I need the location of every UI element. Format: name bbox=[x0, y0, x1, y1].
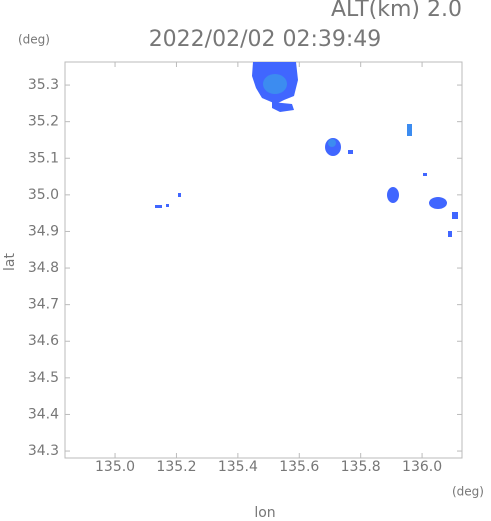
echo bbox=[448, 231, 452, 237]
x-tick-label: 135.4 bbox=[218, 459, 258, 475]
echo bbox=[272, 102, 294, 112]
echo bbox=[429, 197, 447, 209]
x-unit: (deg) bbox=[452, 485, 484, 499]
echo bbox=[166, 204, 169, 207]
x-tick-label: 135.0 bbox=[95, 459, 135, 475]
x-tick-label: 135.6 bbox=[279, 459, 319, 475]
y-tick-label: 35.1 bbox=[28, 150, 59, 166]
echo bbox=[328, 139, 336, 147]
altitude-label: ALT(km) 2.0 bbox=[331, 0, 462, 22]
x-tick-label: 135.8 bbox=[341, 459, 381, 475]
x-tick-label: 136.0 bbox=[402, 459, 442, 475]
echo bbox=[178, 193, 181, 197]
echo bbox=[348, 150, 353, 154]
echo bbox=[155, 205, 162, 208]
echo bbox=[387, 187, 399, 203]
echo bbox=[263, 74, 287, 94]
y-tick-label: 35.0 bbox=[28, 187, 59, 203]
echo bbox=[423, 173, 427, 176]
y-tick-label: 35.2 bbox=[28, 114, 59, 130]
y-tick-label: 34.7 bbox=[28, 297, 59, 313]
y-tick-label: 34.8 bbox=[28, 260, 59, 276]
echo bbox=[452, 212, 458, 219]
y-tick-label: 34.6 bbox=[28, 333, 59, 349]
plot-frame bbox=[64, 61, 463, 459]
chart-title: 2022/02/02 02:39:49 bbox=[149, 27, 382, 52]
y-tick-label: 34.5 bbox=[28, 370, 59, 386]
y-tick-label: 34.3 bbox=[28, 443, 59, 459]
y-tick-label: 34.4 bbox=[28, 406, 59, 422]
x-tick-label: 135.2 bbox=[156, 459, 196, 475]
y-tick-label: 34.9 bbox=[28, 223, 59, 239]
y-tick-label: 35.3 bbox=[28, 77, 59, 93]
y-axis-label: lat bbox=[2, 253, 18, 271]
x-axis-label: lon bbox=[254, 505, 275, 521]
y-unit: (deg) bbox=[18, 33, 50, 47]
radar-echoes bbox=[155, 62, 458, 237]
echo bbox=[407, 124, 412, 136]
